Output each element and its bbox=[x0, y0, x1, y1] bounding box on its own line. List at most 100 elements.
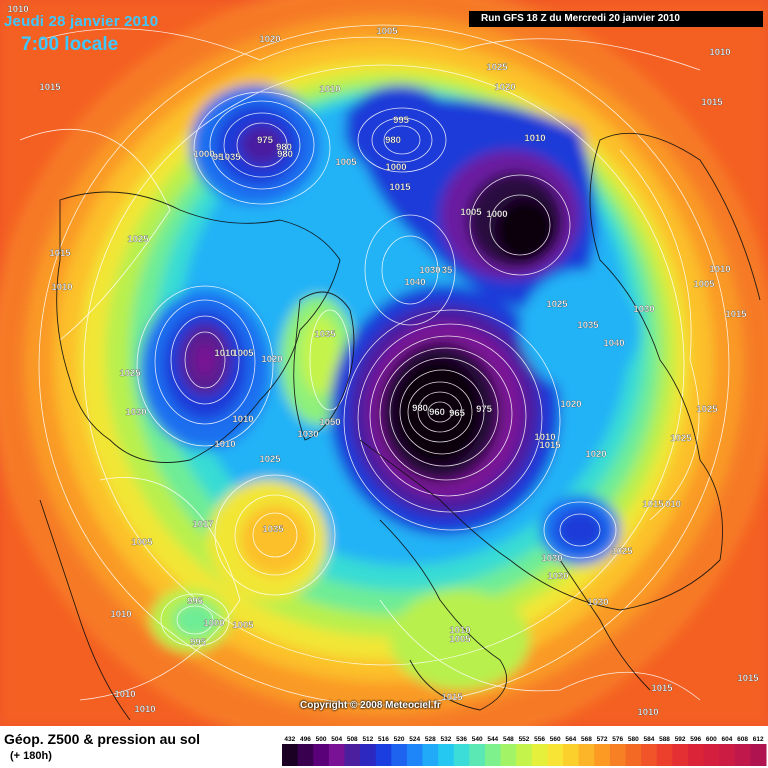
legend-value: 500 bbox=[316, 736, 327, 743]
legend-value: 568 bbox=[581, 736, 592, 743]
legend-value: 556 bbox=[534, 736, 545, 743]
geopotential-map: 1010101510201005101010251020101010159959… bbox=[0, 0, 768, 726]
pressure-label: 1050 bbox=[319, 417, 340, 428]
pressure-label: 1010 bbox=[7, 4, 28, 15]
pressure-label: 1020 bbox=[560, 399, 581, 410]
legend-swatch bbox=[328, 744, 345, 766]
pressure-label: 975 bbox=[257, 135, 274, 146]
legend-swatch bbox=[516, 744, 533, 766]
pressure-label: 1000 bbox=[193, 149, 214, 160]
legend-swatch bbox=[297, 744, 314, 766]
legend-value: 540 bbox=[472, 736, 483, 743]
pressure-label: 1005 bbox=[460, 207, 482, 218]
pressure-label: 1005 bbox=[131, 537, 153, 548]
pressure-label: 1005 bbox=[376, 26, 398, 37]
pressure-label: 1020 bbox=[259, 34, 280, 45]
legend-value: 512 bbox=[362, 736, 373, 743]
pressure-label: 1015 bbox=[539, 440, 561, 451]
legend-swatch bbox=[734, 744, 751, 766]
pressure-label: 35 bbox=[442, 265, 453, 276]
pressure-label: 1020 bbox=[585, 449, 606, 460]
legend-swatch bbox=[313, 744, 330, 766]
legend-value: 612 bbox=[753, 736, 764, 743]
pressure-label: 1005 bbox=[335, 157, 357, 168]
copyright: Copyright © 2008 Meteociel.fr bbox=[300, 700, 441, 711]
pressure-label: 1005 bbox=[232, 348, 254, 359]
legend-swatch bbox=[500, 744, 517, 766]
pressure-label: 1015 bbox=[441, 692, 463, 703]
legend-value: 516 bbox=[378, 736, 389, 743]
pressure-label: 1030 bbox=[547, 571, 568, 582]
pressure-label: 1025 bbox=[486, 62, 508, 73]
legend-swatch bbox=[594, 744, 611, 766]
pressure-label: 1025 bbox=[119, 368, 141, 379]
forecast-time: 7:00 locale bbox=[21, 34, 119, 55]
legend-value: 596 bbox=[690, 736, 701, 743]
legend-value: 432 bbox=[284, 736, 295, 743]
pressure-label: 1035 bbox=[219, 152, 241, 163]
legend-value: 604 bbox=[722, 736, 733, 743]
legend-value: 576 bbox=[612, 736, 623, 743]
legend-swatch bbox=[547, 744, 564, 766]
legend-swatch bbox=[687, 744, 705, 766]
pressure-label: 980 bbox=[412, 403, 428, 414]
pressure-label: 1010 bbox=[449, 625, 470, 636]
pressure-label: 1030 bbox=[125, 407, 146, 418]
pressure-label: 1010 bbox=[51, 282, 72, 293]
legend-swatch bbox=[656, 744, 673, 766]
legend-value: 496 bbox=[300, 736, 311, 743]
pressure-label: 1035 bbox=[314, 329, 336, 340]
legend-value: 572 bbox=[597, 736, 608, 743]
legend-value: 504 bbox=[331, 736, 342, 743]
legend-swatch bbox=[625, 744, 642, 766]
forecast-date: Jeudi 28 janvier 2010 bbox=[4, 13, 159, 30]
pressure-label: 1015 bbox=[701, 97, 723, 108]
legend-value: 560 bbox=[550, 736, 561, 743]
pressure-label: 995 bbox=[187, 596, 204, 607]
pressure-label: 1010 bbox=[319, 84, 340, 95]
legend-swatch bbox=[563, 744, 580, 766]
legend-value: 592 bbox=[675, 736, 686, 743]
pressure-label: 1015 bbox=[642, 499, 664, 510]
legend-swatch bbox=[375, 744, 392, 766]
legend-swatch bbox=[531, 744, 548, 766]
run-info: Run GFS 18 Z du Mercredi 20 janvier 2010 bbox=[469, 11, 763, 27]
map-title: Géop. Z500 & pression au sol bbox=[4, 731, 201, 747]
legend-value: 508 bbox=[347, 736, 358, 743]
pressure-label: 1025 bbox=[127, 234, 149, 245]
pressure-label: 1005 bbox=[693, 279, 715, 290]
pressure-label: 1000 bbox=[203, 618, 224, 629]
pressure-label: 1005 bbox=[232, 620, 254, 631]
pressure-label: 1025 bbox=[670, 433, 692, 444]
pressure-label: 1010 bbox=[232, 414, 253, 425]
legend-value: 608 bbox=[737, 736, 748, 743]
pressure-label: 1015 bbox=[389, 182, 411, 193]
legend-swatch bbox=[282, 744, 299, 766]
pressure-label: 1015 bbox=[651, 683, 673, 694]
pressure-label: 1010 bbox=[709, 264, 730, 275]
pressure-label: 1015 bbox=[737, 673, 759, 684]
pressure-label: 1017 bbox=[192, 519, 213, 530]
pressure-label: 1010 bbox=[214, 439, 235, 450]
legend-value: 524 bbox=[409, 736, 420, 743]
legend-value: 584 bbox=[643, 736, 654, 743]
pressure-label: 1030 bbox=[587, 597, 608, 608]
pressure-label: 1025 bbox=[611, 546, 633, 557]
forecast-range: (+ 180h) bbox=[10, 750, 52, 762]
pressure-label: 1000 bbox=[486, 209, 507, 220]
pressure-label: 1020 bbox=[494, 82, 515, 93]
pressure-label: 980 bbox=[277, 149, 293, 160]
legend-value: 520 bbox=[394, 736, 405, 743]
pressure-label: 1005 bbox=[449, 634, 471, 645]
legend-swatch bbox=[641, 744, 658, 766]
legend-swatch bbox=[672, 744, 689, 766]
pressure-label: 1010 bbox=[134, 704, 155, 715]
legend-value: 528 bbox=[425, 736, 436, 743]
color-legend: 432 496 500 504 508 512 516 520 524 528 532 536 540 5… bbox=[282, 736, 767, 766]
legend-swatch bbox=[360, 744, 377, 766]
legend-swatch bbox=[438, 744, 455, 766]
pressure-label: 1025 bbox=[546, 299, 568, 310]
pressure-label: 1000 bbox=[385, 162, 406, 173]
pressure-label: 1010 bbox=[534, 432, 555, 443]
pressure-label: 1040 bbox=[603, 338, 624, 349]
